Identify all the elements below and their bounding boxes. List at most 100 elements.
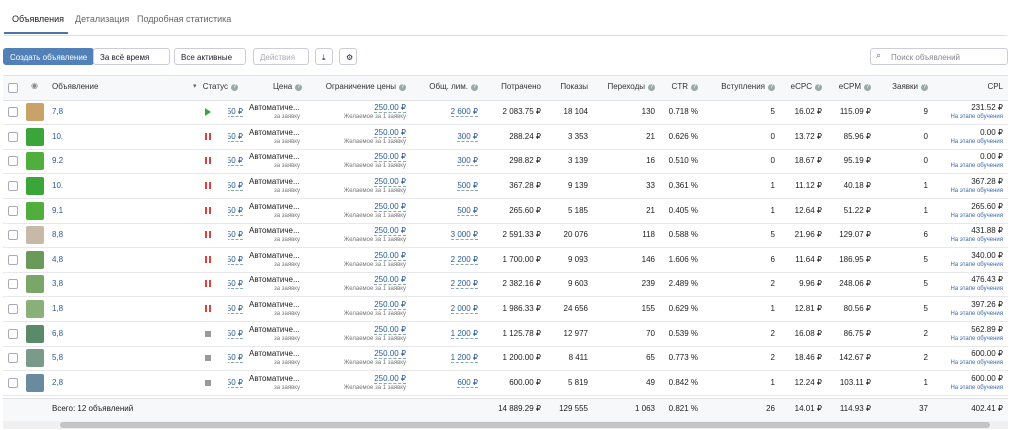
limit-link[interactable]: 250.00 ₽ (374, 374, 406, 385)
row-checkbox[interactable] (8, 205, 18, 216)
header-label[interactable]: Цена (273, 82, 293, 91)
budget-link[interactable]: 300 ₽ (457, 131, 478, 142)
scrollbar-thumb[interactable] (60, 422, 990, 428)
header-label[interactable]: CPL (987, 82, 1003, 91)
budget-link[interactable]: 2 000 ₽ (450, 304, 478, 315)
ad-name[interactable]: 2,8 (52, 378, 64, 388)
price-value[interactable]: 250 ₽ (228, 304, 243, 315)
filter-dropdown[interactable]: Все активные (174, 48, 246, 65)
row-checkbox[interactable] (8, 279, 18, 290)
ad-name[interactable]: 6,8 (52, 328, 64, 338)
tab-details[interactable]: Детализация (75, 14, 130, 24)
ad-name[interactable]: 7,8 (52, 107, 64, 116)
price-value[interactable]: 250 ₽ (228, 156, 243, 167)
ad-name[interactable]: 1,8 (52, 304, 64, 314)
limit-link[interactable]: 250.00 ₽ (374, 349, 406, 360)
limit-link[interactable]: 250.00 ₽ (374, 127, 406, 138)
help-icon[interactable]: ? (815, 84, 822, 91)
limit-link[interactable]: 250.00 ₽ (374, 201, 406, 212)
row-checkbox[interactable] (8, 378, 18, 389)
budget-link[interactable]: 1 200 ₽ (450, 328, 478, 339)
row-checkbox[interactable] (8, 230, 18, 241)
status-stop[interactable] (205, 355, 211, 362)
help-icon[interactable]: ? (295, 84, 303, 91)
help-icon[interactable]: ? (864, 84, 871, 91)
search-input[interactable]: Поиск объявлений (870, 48, 1008, 65)
status-stop[interactable] (205, 330, 211, 337)
actions-dropdown[interactable]: Действия (253, 48, 309, 65)
status-stop[interactable] (205, 380, 211, 387)
limit-link[interactable]: 250.00 ₽ (374, 103, 406, 113)
price-value[interactable]: 250 ₽ (228, 206, 243, 216)
status-pause[interactable] (205, 206, 211, 214)
status-pause[interactable] (205, 255, 211, 263)
header-label[interactable]: Вступления (721, 82, 765, 91)
budget-link[interactable]: 2 200 ₽ (450, 254, 478, 265)
price-value[interactable]: 250 ₽ (228, 107, 243, 117)
price-value[interactable]: 250 ₽ (228, 279, 243, 290)
status-pause[interactable] (205, 181, 211, 189)
help-icon[interactable]: ? (399, 84, 406, 91)
select-all-checkbox[interactable] (8, 83, 18, 93)
status-pause[interactable] (205, 132, 211, 140)
ad-name[interactable]: 10. (52, 131, 64, 141)
period-button[interactable]: За всё время (93, 48, 171, 65)
row-checkbox[interactable] (8, 353, 18, 364)
download-button[interactable]: ⤓ (315, 48, 333, 65)
status-pause[interactable] (205, 231, 211, 239)
status-pause[interactable] (205, 157, 211, 165)
limit-link[interactable]: 250.00 ₽ (374, 176, 406, 187)
header-label[interactable]: CTR (671, 82, 688, 91)
limit-link[interactable]: 250.00 ₽ (374, 152, 406, 163)
help-icon[interactable]: ? (921, 84, 928, 91)
row-checkbox[interactable] (8, 156, 18, 167)
row-checkbox[interactable] (8, 304, 18, 315)
ad-name[interactable]: 4,8 (52, 254, 64, 264)
ad-name[interactable]: 10. (52, 180, 64, 190)
header-label[interactable]: Объявление (52, 82, 99, 91)
header-label[interactable]: eCPC (790, 82, 812, 91)
row-checkbox[interactable] (8, 180, 18, 191)
ad-name[interactable]: 5,8 (52, 353, 64, 363)
row-checkbox[interactable] (8, 254, 18, 265)
help-icon[interactable]: ? (648, 84, 655, 91)
budget-link[interactable]: 2 200 ₽ (450, 279, 478, 290)
row-checkbox[interactable] (8, 131, 18, 142)
settings-button[interactable]: ⚙ (339, 48, 357, 65)
ad-name[interactable]: 8,8 (52, 230, 64, 240)
limit-link[interactable]: 250.00 ₽ (374, 275, 406, 286)
limit-link[interactable]: 250.00 ₽ (374, 226, 406, 237)
budget-link[interactable]: 1 200 ₽ (450, 353, 478, 364)
limit-link[interactable]: 250.00 ₽ (374, 250, 406, 261)
status-play[interactable] (205, 108, 211, 116)
price-value[interactable]: 250 ₽ (228, 230, 243, 241)
header-label[interactable]: Статус (202, 82, 228, 91)
row-checkbox[interactable] (8, 107, 18, 117)
limit-link[interactable]: 250.00 ₽ (374, 300, 406, 311)
budget-link[interactable]: 500 ₽ (457, 180, 478, 191)
budget-link[interactable]: 3 000 ₽ (450, 230, 478, 241)
tab-stats[interactable]: Подробная статистика (137, 14, 232, 24)
budget-link[interactable]: 500 ₽ (457, 205, 478, 216)
create-button[interactable]: Создать объявление (3, 48, 95, 65)
header-label[interactable]: Потрачено (501, 82, 541, 91)
price-value[interactable]: 250 ₽ (228, 181, 243, 191)
budget-link[interactable]: 2 600 ₽ (450, 107, 478, 117)
price-value[interactable]: 250 ₽ (228, 353, 243, 364)
limit-link[interactable]: 250.00 ₽ (374, 324, 406, 335)
header-label[interactable]: eCPM (838, 82, 861, 91)
header-label[interactable]: Заявки (892, 82, 918, 91)
status-pause[interactable] (205, 305, 211, 313)
budget-link[interactable]: 300 ₽ (457, 156, 478, 167)
ad-name[interactable]: 9.2 (52, 156, 64, 166)
price-value[interactable]: 250 ₽ (228, 378, 243, 389)
help-icon[interactable]: ? (231, 84, 238, 91)
header-label[interactable]: Общ. лим. (429, 82, 468, 91)
header-label[interactable]: Показы (560, 82, 588, 91)
tab-ads[interactable]: Объявления (12, 14, 65, 24)
header-label[interactable]: Ограничение цены (325, 82, 396, 91)
row-checkbox[interactable] (8, 328, 18, 339)
help-icon[interactable]: ? (691, 84, 698, 91)
budget-link[interactable]: 600 ₽ (457, 378, 478, 389)
price-value[interactable]: 250 ₽ (228, 132, 243, 142)
